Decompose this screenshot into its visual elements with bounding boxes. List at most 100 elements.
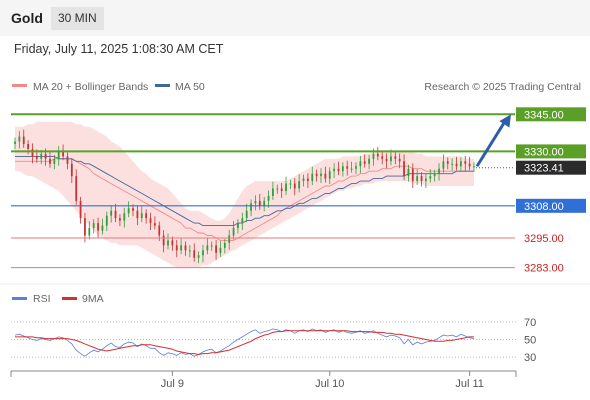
candle-body bbox=[79, 200, 82, 219]
candle-body bbox=[175, 245, 178, 251]
candle-body bbox=[114, 210, 117, 219]
minor-level-label: 3283.00 bbox=[524, 263, 564, 275]
candle-body bbox=[398, 158, 401, 162]
candle-body bbox=[289, 183, 292, 185]
candle-body bbox=[333, 168, 336, 172]
candle-body bbox=[206, 245, 209, 251]
candle-body bbox=[376, 153, 379, 157]
candle-body bbox=[306, 178, 309, 182]
candle-body bbox=[119, 218, 121, 221]
candle-body bbox=[14, 141, 16, 144]
candle-body bbox=[403, 161, 405, 177]
candle-body bbox=[407, 168, 410, 177]
candle-body bbox=[363, 161, 366, 164]
candle-body bbox=[341, 166, 344, 172]
candle-body bbox=[429, 176, 432, 179]
candle-body bbox=[293, 183, 296, 189]
candle-body bbox=[219, 247, 222, 253]
candle-body bbox=[49, 158, 51, 164]
candle-body bbox=[359, 161, 362, 167]
candle-body bbox=[180, 245, 183, 251]
candle-body bbox=[110, 210, 113, 216]
candle-body bbox=[149, 218, 152, 224]
resistance-label-box bbox=[516, 144, 586, 159]
rsi-ma-line bbox=[15, 330, 474, 356]
candle-body bbox=[188, 250, 191, 252]
chart-datetime: Friday, July 11, 2025 1:08:30 AM CET bbox=[14, 42, 224, 56]
rsi-tick-label: 50 bbox=[524, 335, 536, 347]
rsi-ma-legend-label: 9MA bbox=[82, 293, 104, 305]
time-tick-label: Jul 10 bbox=[315, 378, 344, 390]
candle-body bbox=[75, 176, 78, 201]
candle-body bbox=[123, 213, 126, 221]
forecast-arrow-head bbox=[499, 114, 511, 128]
candle-body bbox=[416, 176, 419, 182]
candle-body bbox=[105, 215, 108, 226]
candle-body bbox=[193, 250, 196, 258]
candle-body bbox=[368, 158, 370, 164]
candle-body bbox=[40, 153, 43, 159]
candle-body bbox=[442, 161, 445, 169]
candle-body bbox=[258, 200, 261, 206]
candle-body bbox=[18, 136, 21, 142]
timeframe-button[interactable]: 30 MIN bbox=[51, 7, 104, 30]
candle-body bbox=[468, 163, 471, 167]
last-price-box bbox=[516, 160, 586, 175]
candle-body bbox=[298, 181, 301, 189]
ma50-line bbox=[15, 155, 474, 227]
candle-body bbox=[254, 200, 257, 204]
candle-body bbox=[153, 223, 156, 226]
candle-body bbox=[433, 173, 436, 177]
candle-body bbox=[311, 173, 314, 182]
ma50-legend-label: MA 50 bbox=[175, 81, 205, 93]
candle-body bbox=[84, 218, 86, 236]
candle-body bbox=[280, 188, 283, 191]
bb-legend-swatch bbox=[12, 84, 27, 87]
candle-body bbox=[215, 245, 217, 253]
support-label-box bbox=[516, 198, 586, 213]
candle-body bbox=[92, 223, 95, 229]
candle-body bbox=[355, 166, 357, 169]
time-tick-label: Jul 11 bbox=[455, 378, 484, 390]
candle-body bbox=[381, 156, 384, 159]
candle-body bbox=[385, 158, 388, 162]
candle-body bbox=[57, 151, 60, 159]
candle-body bbox=[132, 208, 134, 211]
candle-body bbox=[62, 151, 64, 157]
last-price-label: 3323.41 bbox=[524, 163, 564, 175]
rsi-tick-label: 30 bbox=[524, 352, 536, 364]
rsi-legend-swatch bbox=[12, 297, 27, 300]
resistance-label-box bbox=[516, 107, 586, 122]
ma20-line bbox=[15, 158, 474, 241]
candle-body bbox=[455, 163, 458, 167]
rsi-plot: 70 50 30 bbox=[11, 317, 536, 364]
candle-body bbox=[210, 245, 213, 247]
candle-body bbox=[162, 235, 165, 246]
candle-body bbox=[136, 210, 139, 219]
candle-body bbox=[464, 161, 467, 164]
candle-body bbox=[97, 223, 99, 231]
candle-body bbox=[237, 223, 239, 229]
candle-body bbox=[127, 208, 130, 214]
candle-body bbox=[22, 136, 25, 144]
candle-body bbox=[394, 156, 397, 159]
resistance-label: 3345.00 bbox=[524, 109, 564, 121]
candle-body bbox=[473, 166, 475, 168]
candle-body bbox=[197, 255, 200, 258]
price-levels: 3345.00 3330.00 3308.00 3295.00 3283.00 3323.… bbox=[11, 107, 586, 275]
instrument-title: Gold bbox=[11, 10, 43, 26]
candle-body bbox=[27, 143, 30, 149]
time-axis: Jul 9 Jul 10 Jul 11 bbox=[161, 371, 484, 390]
rsi-ma-legend-swatch bbox=[62, 297, 77, 300]
rsi-tick-label: 70 bbox=[524, 317, 536, 329]
candle-body bbox=[451, 163, 454, 165]
forecast-arrow-shaft bbox=[475, 120, 507, 168]
rsi-line bbox=[14, 328, 475, 357]
ma50-legend-swatch bbox=[155, 84, 170, 87]
time-tick-label: Jul 9 bbox=[161, 378, 184, 390]
candle-body bbox=[324, 173, 327, 179]
candle-body bbox=[140, 213, 143, 219]
candle-body bbox=[184, 245, 187, 251]
rsi-legend-label: RSI bbox=[33, 293, 51, 305]
candle-body bbox=[285, 183, 287, 191]
